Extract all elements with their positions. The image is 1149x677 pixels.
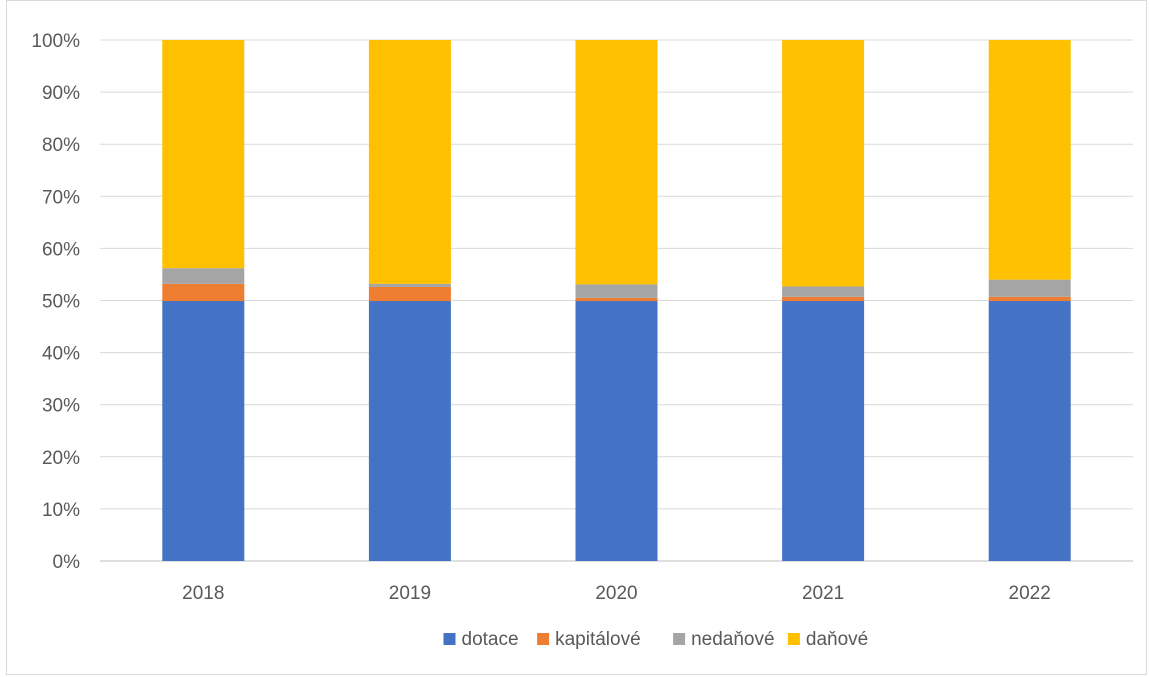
y-tick-label: 70% [42,187,80,208]
x-tick-label: 2022 [1009,583,1051,604]
bar-segment-kapitálové [368,286,451,302]
legend-label: kapitálové [555,629,641,650]
bar-segment-dotace [162,301,245,561]
y-tick-label: 10% [42,500,80,521]
bar-segment-kapitálové [988,296,1071,302]
bar-segment-kapitálové [782,296,865,302]
bar-segment-nedaňové [988,279,1071,297]
bar-segment-nedaňové [368,283,451,287]
bar-segment-nedaňové [575,284,658,298]
legend-swatch-dotace [443,633,456,645]
y-tick-label: 90% [42,83,80,104]
y-tick-label: 40% [42,344,80,365]
legend-label: nedaňové [691,629,774,650]
bar-segment-dotace [368,301,451,561]
x-tick-label: 2021 [802,583,844,604]
bar-segment-dotace [575,301,658,561]
legend-label: daňové [806,629,868,650]
legend-swatch-daňové [787,633,800,645]
x-tick-label: 2020 [595,583,637,604]
legend-swatch-nedaňové [673,633,686,645]
bar-segment-daňové [368,40,451,284]
bar-segment-dotace [782,301,865,561]
bar-segment-daňové [575,40,658,285]
bar-segment-daňové [988,40,1071,280]
y-tick-label: 80% [42,135,80,156]
y-tick-label: 20% [42,448,80,469]
bar-segment-kapitálové [162,283,245,302]
bar-segment-daňové [782,40,865,287]
legend: dotace kapitálové nedaňové daňové [443,629,868,650]
bars [162,40,1071,561]
y-tick-label: 0% [53,552,81,573]
bar-segment-nedaňové [782,286,865,297]
bar-segment-dotace [988,301,1071,561]
legend-label: dotace [462,629,519,650]
x-axis-ticks: 2018 2019 2020 2021 2022 [182,583,1051,604]
y-tick-label: 30% [42,396,80,417]
y-tick-label: 100% [31,31,80,52]
bar-segment-kapitálové [575,297,658,302]
legend-swatch-kapitálové [537,633,550,645]
y-tick-label: 60% [42,239,80,260]
x-tick-label: 2019 [389,583,431,604]
y-axis-ticks: 0% 10% 20% 30% 40% 50% 60% 70% 80% 90% 100% [31,31,80,573]
y-tick-label: 50% [42,292,80,313]
bar-segment-daňové [162,40,245,269]
x-tick-label: 2018 [182,583,224,604]
bar-segment-nedaňové [162,268,245,284]
